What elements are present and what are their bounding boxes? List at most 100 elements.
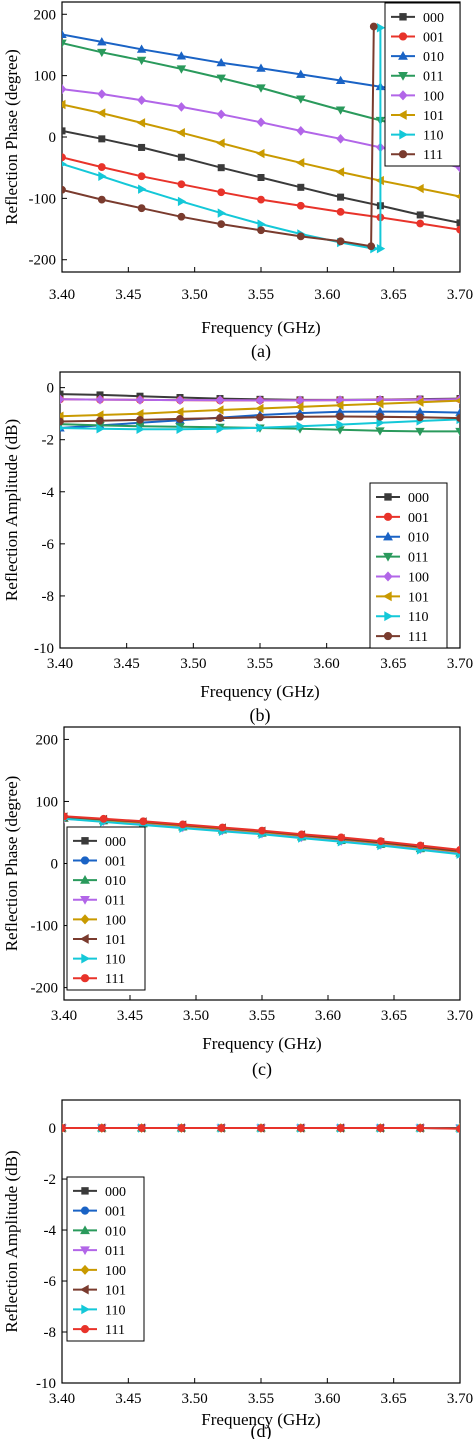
x-tick-label: 3.60 xyxy=(315,1008,341,1024)
legend: 000 001 010 011 100 101 110 111 xyxy=(66,826,146,991)
panel-label: (a) xyxy=(251,341,271,362)
data-point-101 xyxy=(415,397,424,407)
y-axis-label: Reflection Amplitude (dB) xyxy=(2,419,21,601)
data-point-101 xyxy=(96,108,106,118)
data-point-110 xyxy=(60,425,65,431)
data-point-011 xyxy=(256,84,266,93)
legend-label-000: 000 xyxy=(105,835,126,850)
legend-label-110: 110 xyxy=(105,1303,125,1318)
data-point-011 xyxy=(415,427,425,437)
legend-label-111: 111 xyxy=(105,972,125,987)
x-axis-label: Frequency (GHz) xyxy=(201,1410,320,1429)
data-point-101 xyxy=(335,400,344,411)
legend-marker-101 xyxy=(79,1284,89,1295)
legend-label-010: 010 xyxy=(105,1224,126,1239)
y-tick-label: -4 xyxy=(42,485,55,501)
legend-label-110: 110 xyxy=(408,610,428,625)
data-point-111 xyxy=(296,1124,305,1132)
legend-marker-000 xyxy=(384,493,392,501)
data-point-111 xyxy=(60,417,64,426)
data-point-111 xyxy=(456,845,460,854)
data-point-101 xyxy=(175,407,184,417)
data-point-101 xyxy=(455,193,460,200)
data-point-011 xyxy=(375,427,385,436)
data-point-010 xyxy=(176,51,187,60)
series-group xyxy=(62,1123,460,1134)
y-tick-label: -100 xyxy=(31,919,59,935)
data-point-110 xyxy=(376,243,386,254)
legend-label-011: 011 xyxy=(408,551,428,566)
data-point-110 xyxy=(296,421,305,431)
x-tick-label: 3.40 xyxy=(51,1008,77,1024)
legend-label-010: 010 xyxy=(408,531,429,546)
y-tick-label: 0 xyxy=(49,1121,57,1137)
x-tick-label: 3.70 xyxy=(447,656,473,672)
data-point-111 xyxy=(177,212,186,221)
data-point-000 xyxy=(257,174,265,182)
data-point-100 xyxy=(135,395,145,405)
data-point-010 xyxy=(97,37,107,46)
data-point-010 xyxy=(62,29,67,39)
y-tick-label: -6 xyxy=(44,1274,57,1290)
data-point-010 xyxy=(335,75,346,85)
legend-box xyxy=(384,2,461,167)
data-point-101 xyxy=(295,402,304,412)
chart-panel-d: 3.40 3.45 3.50 3.55 3.60 3.65 3.70 0 -2 -4 -6 -8 -10… xyxy=(2,1099,473,1439)
legend-label-110: 110 xyxy=(423,129,443,144)
data-point-100 xyxy=(256,117,266,128)
legend-label-100: 100 xyxy=(105,913,126,928)
legend-label-100: 100 xyxy=(408,570,429,585)
legend-marker-111 xyxy=(383,631,393,641)
data-point-000 xyxy=(337,193,345,201)
data-point-111 xyxy=(177,1124,186,1132)
data-point-001 xyxy=(336,207,345,216)
data-point-001 xyxy=(456,225,460,234)
data-point-100 xyxy=(60,394,65,405)
data-point-110 xyxy=(98,171,107,181)
legend-marker-011 xyxy=(80,1246,90,1256)
legend-label-101: 101 xyxy=(423,109,444,124)
x-tick-label: 3.65 xyxy=(381,287,407,303)
legend-marker-011 xyxy=(383,552,393,562)
data-point-000 xyxy=(416,211,424,219)
data-point-001 xyxy=(62,153,66,162)
series-group xyxy=(64,812,460,859)
y-tick-label: -10 xyxy=(34,641,54,657)
legend-label-111: 111 xyxy=(105,1323,125,1338)
data-point-000 xyxy=(98,135,106,143)
data-point-111 xyxy=(336,1124,345,1132)
data-point-110 xyxy=(96,424,105,434)
data-point-111 xyxy=(336,237,345,246)
data-point-110 xyxy=(62,161,67,167)
data-point-111 xyxy=(99,814,108,823)
data-point-111 xyxy=(97,1124,106,1132)
x-tick-label: 3.50 xyxy=(182,1391,208,1407)
legend-marker-010 xyxy=(80,875,90,884)
legend-marker-100 xyxy=(383,571,393,582)
y-tick-label: -200 xyxy=(29,253,57,269)
legend-label-001: 001 xyxy=(408,511,429,526)
legend-label-000: 000 xyxy=(423,11,444,26)
x-tick-label: 3.40 xyxy=(47,656,73,672)
y-tick-label: 200 xyxy=(36,732,59,748)
legend-label-101: 101 xyxy=(105,933,126,948)
data-point-100 xyxy=(97,89,107,99)
data-point-111 xyxy=(136,416,144,424)
legend: 000 001 010 011 100 101 110 111 xyxy=(384,2,461,167)
x-tick-label: 3.45 xyxy=(114,656,140,672)
x-axis-label: Frequency (GHz) xyxy=(202,1034,321,1053)
legend-label-000: 000 xyxy=(408,491,429,506)
data-point-001 xyxy=(416,219,425,228)
data-point-101 xyxy=(375,399,384,409)
data-point-111 xyxy=(257,226,265,235)
y-tick-label: 100 xyxy=(36,794,59,810)
x-tick-label: 3.70 xyxy=(447,287,473,303)
data-point-111 xyxy=(367,242,376,251)
data-point-010 xyxy=(296,69,306,78)
data-point-101 xyxy=(135,408,144,419)
y-tick-label: -10 xyxy=(36,1376,56,1392)
data-point-000 xyxy=(217,164,225,172)
legend-marker-000 xyxy=(81,1187,89,1195)
data-point-111 xyxy=(416,413,424,422)
